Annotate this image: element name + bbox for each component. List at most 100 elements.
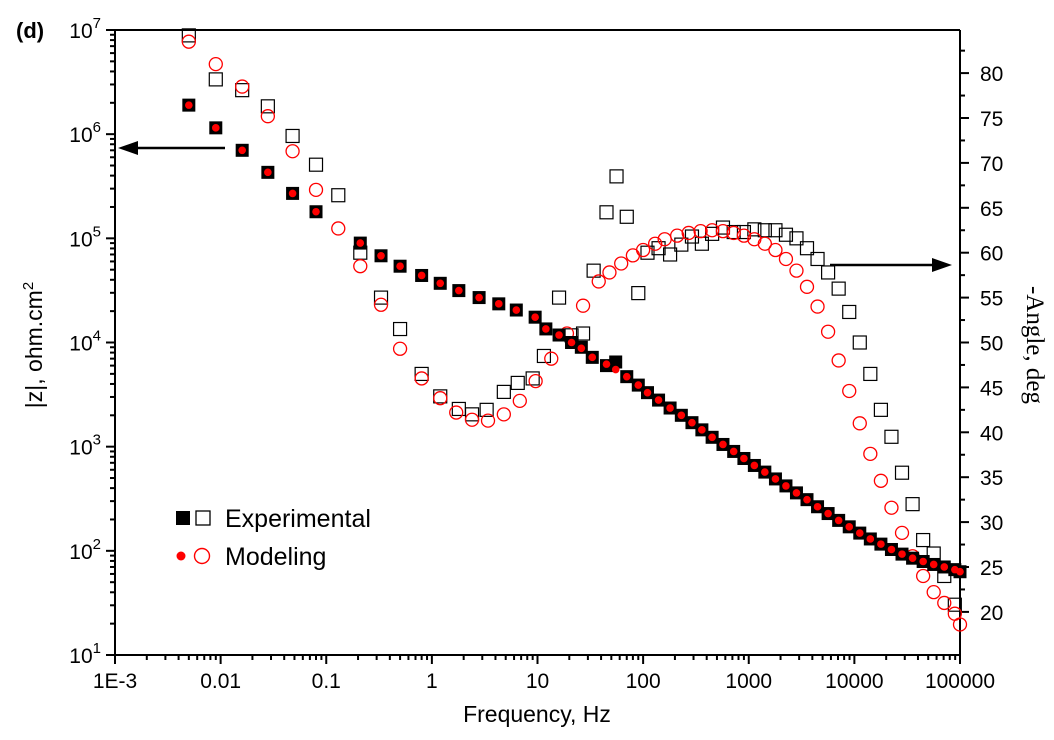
- right-axis-arrow: [830, 258, 952, 272]
- point-modeling-angle: [480, 413, 496, 428]
- point-experimental-angle: [525, 371, 540, 386]
- point-experimental-angle: [789, 231, 804, 246]
- point-modeling-angle: [757, 236, 772, 251]
- point-experimental-angle: [181, 28, 196, 43]
- point-experimental-angle: [331, 188, 346, 203]
- point-experimental-angle: [863, 366, 878, 382]
- data-marks: [181, 28, 968, 632]
- point-modeling-impedance: [771, 475, 780, 483]
- point-modeling-impedance: [919, 557, 927, 566]
- right-y-tick-label: 55: [980, 288, 1003, 311]
- point-experimental-angle: [551, 290, 567, 305]
- point-modeling-impedance: [866, 535, 875, 543]
- point-modeling-impedance: [740, 454, 748, 463]
- point-experimental-angle: [536, 348, 552, 364]
- point-experimental-angle: [821, 265, 836, 280]
- point-modeling-impedance: [688, 418, 696, 427]
- left-y-tick-label: 106: [69, 119, 101, 147]
- point-modeling-impedance: [377, 251, 385, 260]
- series-modeling-angle: [181, 34, 968, 632]
- point-experimental-angle: [778, 227, 794, 242]
- point-modeling-impedance: [898, 550, 906, 558]
- point-modeling-angle: [433, 391, 448, 406]
- legend-modeling-filled-marker: [176, 551, 186, 561]
- point-modeling-impedance: [542, 325, 550, 333]
- point-modeling-angle: [331, 221, 346, 236]
- point-experimental-angle: [799, 241, 815, 256]
- point-modeling-angle: [831, 353, 846, 368]
- svg-text:|z|, ohm.cm2: |z|, ohm.cm2: [20, 282, 47, 408]
- point-modeling-impedance: [634, 381, 643, 389]
- point-experimental-angle: [640, 245, 655, 260]
- point-experimental-angle: [599, 205, 614, 220]
- x-tick-label: 100: [626, 670, 661, 693]
- point-experimental-angle: [609, 169, 624, 184]
- point-modeling-angle: [449, 405, 464, 420]
- point-modeling-angle: [681, 225, 696, 241]
- right-y-tick-label: 40: [980, 422, 1003, 445]
- point-experimental-angle: [674, 237, 689, 252]
- right-y-tick-label: 25: [980, 557, 1003, 580]
- point-experimental-angle: [464, 407, 480, 422]
- point-experimental-angle: [285, 128, 300, 144]
- point-experimental-angle: [947, 597, 962, 612]
- point-modeling-impedance: [512, 306, 521, 314]
- point-modeling-angle: [693, 223, 708, 239]
- point-modeling-angle: [614, 256, 629, 271]
- right-y-tick-label: 45: [980, 377, 1003, 400]
- left-y-tick-label: 103: [69, 432, 101, 460]
- point-modeling-angle: [937, 595, 952, 611]
- point-modeling-angle: [704, 223, 720, 238]
- left-y-axis-label-superscript: 2: [20, 282, 37, 290]
- point-modeling-angle: [260, 109, 276, 124]
- point-modeling-impedance: [475, 293, 483, 302]
- point-modeling-impedance: [792, 489, 801, 497]
- point-modeling-angle: [392, 341, 408, 356]
- point-modeling-impedance: [567, 338, 576, 347]
- legend-experimental-open-marker: [195, 510, 211, 526]
- point-experimental-angle: [873, 402, 889, 417]
- point-modeling-impedance: [238, 146, 246, 155]
- legend-modeling-open-marker: [193, 547, 211, 565]
- point-experimental-angle: [768, 223, 783, 238]
- x-tick-label: 0.01: [200, 670, 241, 693]
- point-modeling-angle: [768, 242, 783, 258]
- point-experimental-angle: [496, 384, 511, 399]
- point-experimental-angle: [451, 401, 466, 417]
- point-modeling-impedance: [211, 124, 220, 132]
- point-modeling-angle: [778, 251, 794, 267]
- point-modeling-angle: [575, 298, 591, 313]
- point-modeling-impedance: [396, 262, 404, 271]
- point-modeling-angle: [181, 34, 196, 49]
- x-tick-label: 1E-3: [93, 670, 137, 693]
- point-modeling-impedance: [622, 372, 631, 381]
- point-modeling-angle: [464, 412, 480, 427]
- point-modeling-impedance: [782, 482, 790, 490]
- point-modeling-angle: [820, 324, 836, 339]
- left-y-tick-label: 105: [69, 223, 101, 251]
- point-modeling-angle: [715, 223, 731, 239]
- point-modeling-impedance: [577, 344, 586, 353]
- point-experimental-angle: [684, 229, 700, 244]
- point-experimental-angle: [694, 236, 709, 251]
- point-modeling-angle: [591, 274, 606, 289]
- point-modeling-angle: [915, 568, 931, 584]
- left-y-tick-label: 102: [69, 536, 101, 564]
- left-y-tick-label: 101: [69, 640, 101, 668]
- point-experimental-angle: [747, 222, 762, 237]
- right-y-tick-label: 80: [980, 63, 1003, 86]
- point-modeling-angle: [852, 416, 867, 431]
- point-modeling-impedance: [643, 388, 652, 397]
- right-y-axis-ticks: 20 25 30 35 40 45 50 55 60 65 70 75 80: [960, 49, 1003, 625]
- x-tick-label: 10000: [825, 670, 883, 693]
- series-experimental-angle: [181, 28, 962, 612]
- point-modeling-angle: [235, 79, 250, 94]
- left-y-axis-label: |z|, ohm.cm: [21, 290, 47, 408]
- right-y-tick-label: 60: [980, 243, 1003, 266]
- point-modeling-angle: [884, 500, 899, 515]
- left-axis-arrow: [118, 141, 225, 155]
- left-y-axis-label-group: |z|, ohm.cm2: [20, 282, 47, 408]
- point-modeling-impedance: [417, 271, 426, 280]
- legend-experimental-filled-marker: [176, 511, 190, 525]
